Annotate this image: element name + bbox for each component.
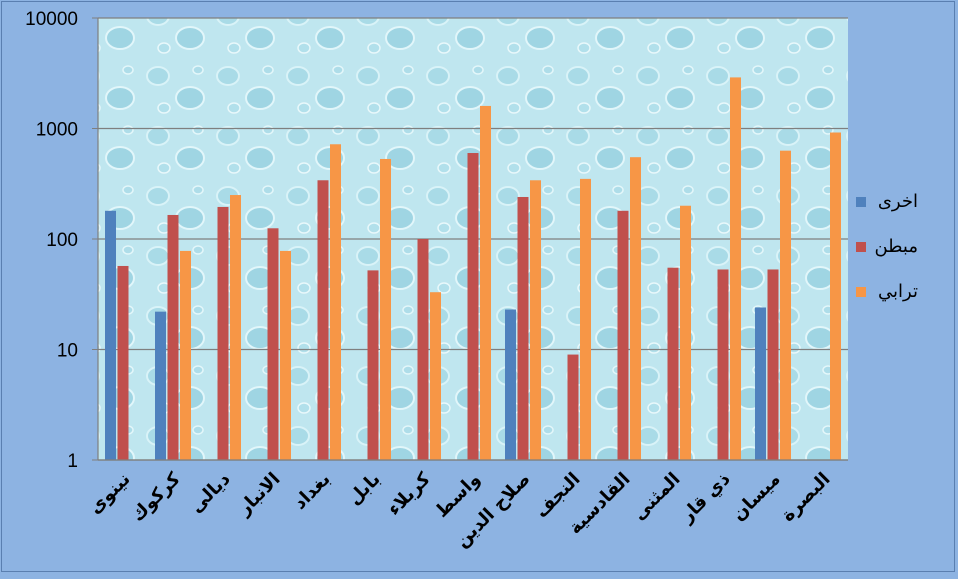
y-tick-label: 100: [46, 230, 78, 251]
legend-swatch: [856, 287, 866, 297]
bar-3: [430, 292, 441, 460]
x-tick-label: بغداد: [289, 469, 334, 514]
legend-label: ترابي: [878, 281, 918, 302]
legend-swatch: [856, 197, 866, 207]
x-tick-label: الانبار: [233, 469, 284, 520]
bar-3: [230, 195, 241, 460]
y-tick-label: 1: [67, 451, 78, 472]
bar-3: [580, 178, 591, 460]
bar-3: [330, 144, 341, 460]
bar-2: [667, 267, 679, 460]
bar-2: [617, 210, 629, 460]
legend-label: اخرى: [878, 191, 918, 212]
bar-2: [167, 214, 179, 460]
bar-3: [380, 158, 391, 460]
bar-1: [755, 307, 766, 460]
bar-2: [317, 180, 329, 460]
bar-2: [267, 228, 279, 460]
bar-3: [780, 150, 791, 461]
bar-3: [630, 157, 641, 460]
axes: [97, 18, 848, 461]
x-tick-label: كربلاء: [383, 468, 434, 519]
bar-1: [105, 210, 116, 460]
bar-2: [767, 269, 779, 460]
bar-3: [530, 180, 541, 460]
x-tick-label: ميسان: [728, 469, 785, 526]
bar-2: [717, 269, 729, 460]
bar-2: [117, 265, 129, 460]
bar-2: [217, 206, 229, 460]
x-tick-label: البصرة: [777, 469, 834, 526]
x-tick-label: المثنى: [629, 469, 685, 525]
bar-2: [517, 196, 529, 460]
bars: [105, 77, 841, 461]
bar-2: [567, 354, 579, 460]
legend: اخرى مبطن ترابي: [856, 191, 918, 302]
bar-2: [367, 270, 379, 460]
legend-swatch: [856, 242, 866, 252]
bar-2: [467, 153, 479, 460]
y-tick-label: 10000: [25, 9, 78, 30]
bar-3: [830, 132, 841, 460]
bar-3: [480, 105, 491, 461]
y-tick-label: 10: [57, 341, 78, 362]
x-tick-label: كركوك: [127, 468, 185, 526]
bar-1: [155, 311, 166, 460]
bar-1: [505, 309, 516, 460]
y-tick-labels: 1 10 100 1000 10000: [25, 9, 78, 472]
x-tick-label: ديالى: [186, 469, 235, 518]
bar-3: [280, 250, 291, 460]
y-tick-label: 1000: [36, 120, 78, 141]
bar-3: [680, 205, 691, 460]
x-tick-label: بابل: [344, 469, 385, 510]
bar-3: [730, 77, 741, 460]
bar-2: [417, 239, 429, 460]
bar-3: [180, 250, 191, 460]
x-tick-label: ذي قار: [676, 469, 735, 528]
legend-label: مبطن: [874, 236, 918, 257]
